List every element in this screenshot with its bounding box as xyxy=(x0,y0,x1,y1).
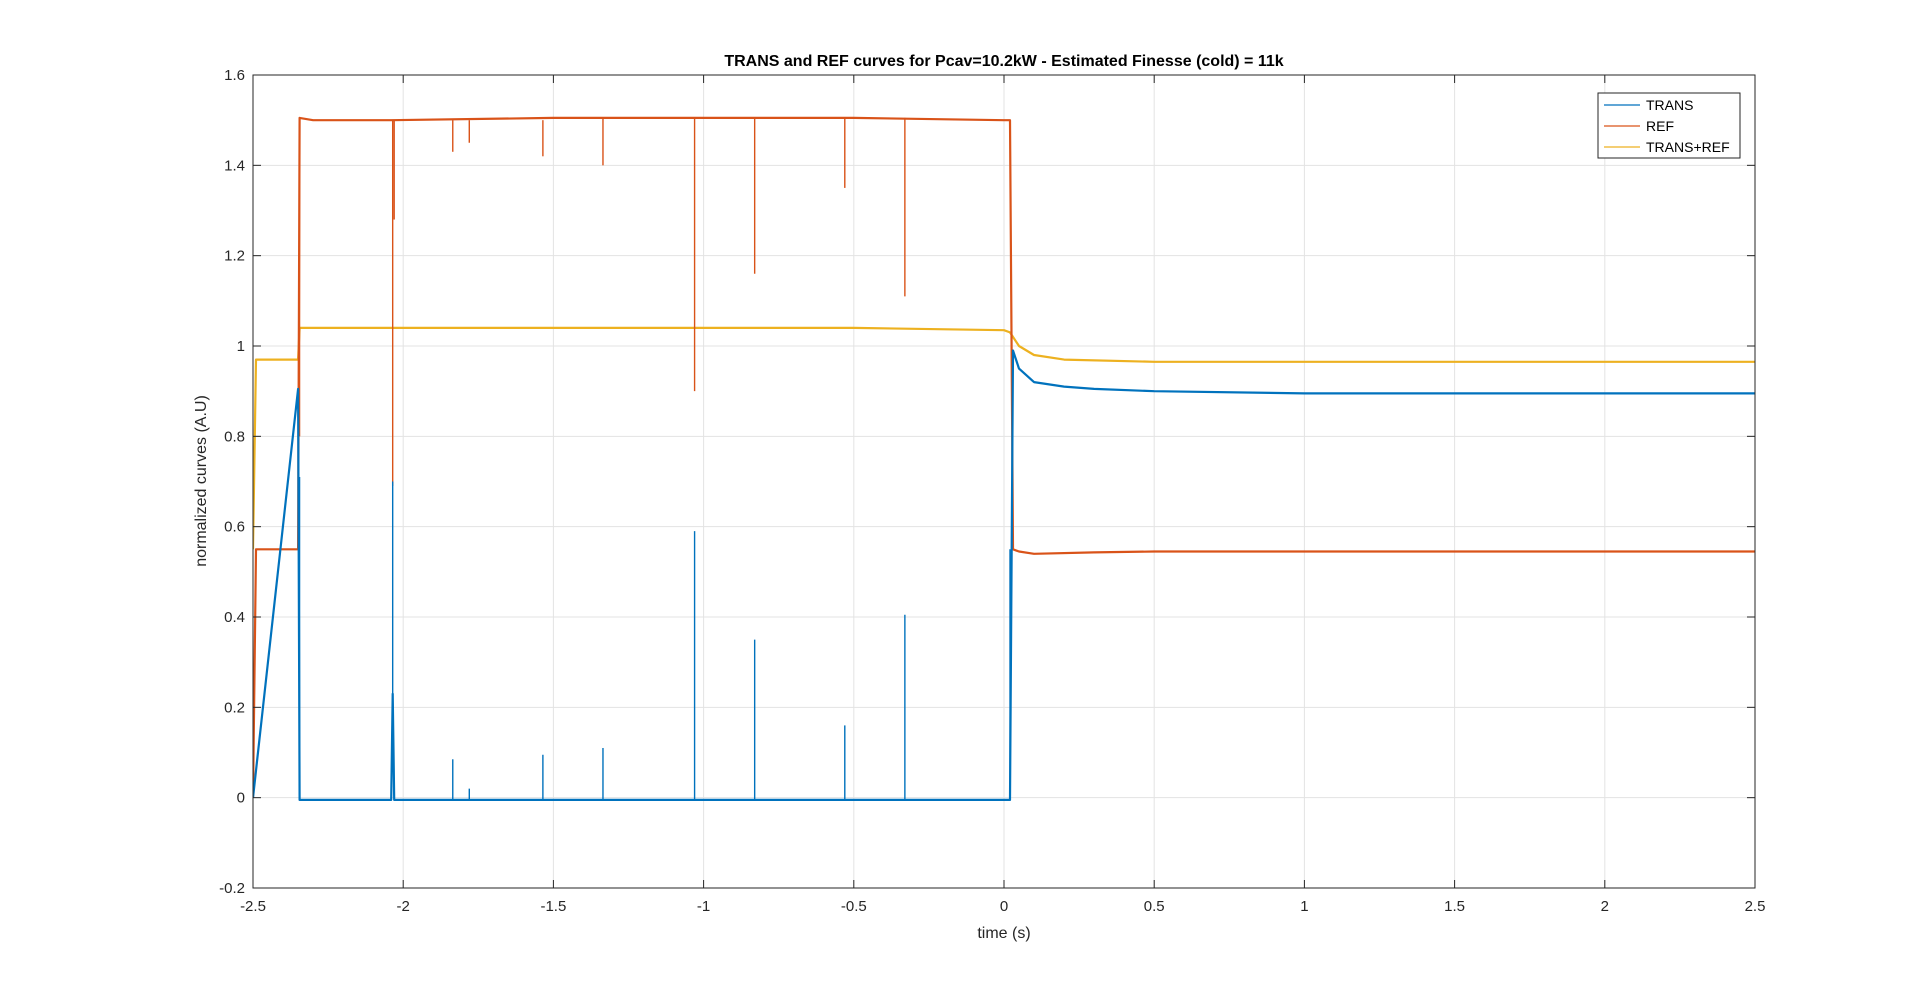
x-tick-label: -1 xyxy=(697,898,710,915)
series-layer xyxy=(253,116,1755,801)
y-tick-label: 0.6 xyxy=(224,519,245,536)
x-tick-label: 1 xyxy=(1300,898,1308,915)
x-tick-label: 0 xyxy=(1000,898,1008,915)
y-axis-label: normalized curves (A.U) xyxy=(193,395,210,567)
series-line-ref xyxy=(253,116,1755,798)
y-tick-label: 0.4 xyxy=(224,609,245,626)
x-tick-label: -2.5 xyxy=(240,898,266,915)
y-tick-label: 0.8 xyxy=(224,428,245,445)
y-tick-label: 1.6 xyxy=(224,67,245,84)
x-tick-label: 0.5 xyxy=(1144,898,1165,915)
y-tick-label: -0.2 xyxy=(219,880,245,897)
legend-label-trans: TRANS xyxy=(1646,97,1693,113)
x-axis-label: time (s) xyxy=(977,925,1030,942)
chart-title: TRANS and REF curves for Pcav=10.2kW - E… xyxy=(724,53,1283,70)
legend-label-ref: REF xyxy=(1646,118,1674,134)
y-tick-label: 0 xyxy=(237,790,245,807)
x-tick-label: 2 xyxy=(1601,898,1609,915)
x-tick-label: -1.5 xyxy=(540,898,566,915)
x-tick-label: -0.5 xyxy=(841,898,867,915)
y-tick-label: 1.4 xyxy=(224,157,245,174)
axis-ticks: -2.5 -2 -1.5 -1 -0.5 0 0.5 1 1.5 2 2.5 -0.2 0 0.2 0.4 0… xyxy=(219,67,1765,915)
x-tick-label: 2.5 xyxy=(1745,898,1766,915)
x-tick-label: 1.5 xyxy=(1444,898,1465,915)
y-tick-label: 1 xyxy=(237,338,245,355)
plot-area xyxy=(253,116,1755,801)
x-tick-label: -2 xyxy=(397,898,410,915)
y-tick-label: 1.2 xyxy=(224,248,245,265)
legend-label-trans-ref: TRANS+REF xyxy=(1646,139,1730,155)
y-tick-label: 0.2 xyxy=(224,699,245,716)
legend: TRANS REF TRANS+REF xyxy=(1597,92,1741,159)
